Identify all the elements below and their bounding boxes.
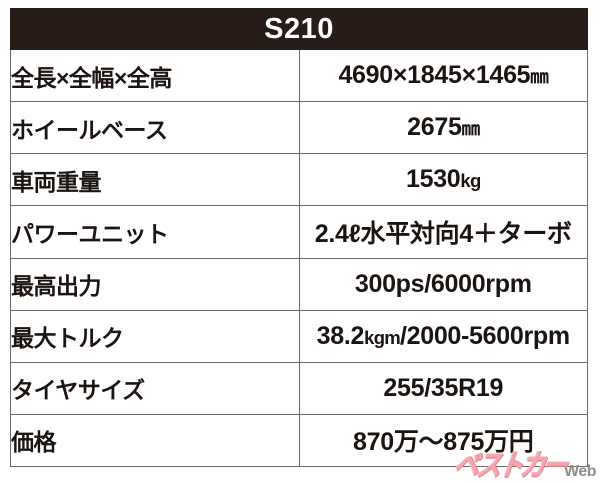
spec-label-tire-size: タイヤサイズ [10,361,300,415]
spec-label-wheelbase: ホイールベース [10,101,300,155]
table-row: ホイールベース 2675㎜ [10,101,588,155]
table-row: 全長×全幅×全高 4690×1845×1465㎜ [10,49,588,103]
vehicle-spec-table: S210 全長×全幅×全高 4690×1845×1465㎜ ホイールベース 26… [10,7,588,468]
spec-label-curb-weight: 車両重量 [10,153,300,207]
spec-label-price: 価格 [10,413,300,468]
spec-value-text: 2.4ℓ水平対向4＋ターボ [314,219,572,248]
spec-value-text: 38.2 [316,321,365,350]
spec-value-text: 300ps/6000rpm [354,269,532,298]
spec-value-wheelbase: 2675㎜ [298,101,588,155]
spec-unit: kg [460,170,481,192]
spec-label-power-unit: パワーユニット [10,205,300,259]
spec-value-text: 1530 [405,165,461,194]
spec-label-max-output: 最高出力 [10,257,300,311]
spec-value-text: 255/35R19 [383,373,504,402]
table-header-row: S210 [10,7,588,51]
table-row: 価格 870万〜875万円 [10,413,588,468]
spec-value-price: 870万〜875万円 [298,413,588,468]
spec-label-dimensions: 全長×全幅×全高 [10,49,300,103]
spec-value-curb-weight: 1530kg [298,153,588,207]
spec-value-power-unit: 2.4ℓ水平対向4＋ターボ [298,205,588,259]
spec-value-text: 870万〜875万円 [353,428,534,457]
spec-value-text: 2675 [407,113,462,142]
page-title: S210 [10,7,588,51]
spec-value-max-torque: 38.2kgm/2000-5600rpm [298,309,588,363]
spec-value-dimensions: 4690×1845×1465㎜ [298,49,588,103]
spec-unit: kgm [364,326,401,348]
table-row: 最高出力 300ps/6000rpm [10,257,588,311]
table-row: パワーユニット 2.4ℓ水平対向4＋ターボ [10,205,588,259]
spec-value-max-output: 300ps/6000rpm [298,257,588,311]
spec-value-text: 4690×1845×1465 [338,61,531,90]
spec-value-tire-size: 255/35R19 [298,361,588,415]
spec-label-max-torque: 最大トルク [10,309,300,363]
table-row: 最大トルク 38.2kgm/2000-5600rpm [10,309,588,363]
table-row: 車両重量 1530kg [10,153,588,207]
table-row: タイヤサイズ 255/35R19 [10,361,588,415]
spec-unit: ㎜ [530,66,549,88]
spec-table-container: S210 全長×全幅×全高 4690×1845×1465㎜ ホイールベース 26… [10,7,588,468]
spec-unit: ㎜ [461,118,480,140]
spec-value-tail: /2000-5600rpm [399,321,570,350]
